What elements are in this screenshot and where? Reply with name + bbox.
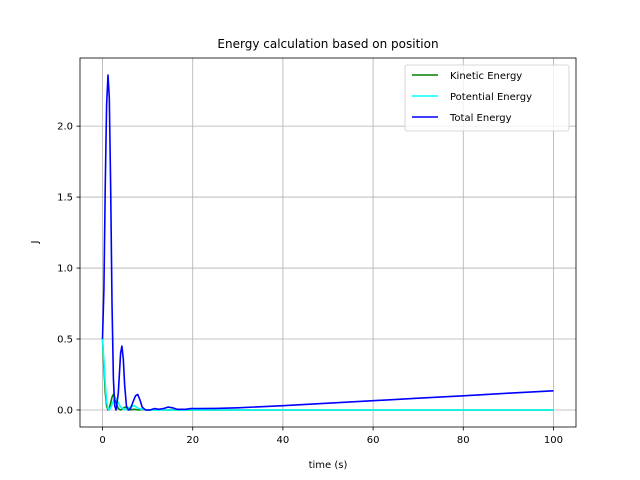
- y-tick-label: 0.0: [57, 405, 73, 416]
- x-tick-label: 20: [186, 435, 199, 446]
- y-axis-label: J: [30, 241, 41, 245]
- legend-label-potential-energy: Potential Energy: [450, 92, 532, 103]
- y-tick-label: 1.0: [57, 264, 73, 275]
- potential-energy-line: [101, 338, 554, 411]
- x-axis-label: time (s): [309, 460, 348, 471]
- total-energy-line: [101, 74, 554, 411]
- y-tick-label: 2.0: [57, 122, 73, 133]
- axis-ticks: 0 20 40 60 80 100 0.0 0.5 1.0 1.5 2.0: [57, 122, 563, 446]
- x-tick-label: 60: [367, 435, 380, 446]
- legend-label-kinetic-energy: Kinetic Energy: [450, 71, 522, 82]
- series-lines: [101, 74, 554, 411]
- legend-box: [404, 64, 570, 132]
- chart-title: Energy calculation based on position: [217, 37, 438, 51]
- y-tick-label: 0.5: [57, 335, 73, 346]
- plot-frame: [79, 57, 577, 428]
- x-tick-label: 80: [457, 435, 470, 446]
- x-tick-label: 40: [277, 435, 290, 446]
- y-tick-label: 1.5: [57, 193, 73, 204]
- legend: Kinetic Energy Potential Energy Total Ener…: [404, 64, 570, 132]
- x-tick-label: 0: [99, 435, 105, 446]
- x-tick-label: 100: [544, 435, 563, 446]
- legend-label-total-energy: Total Energy: [449, 113, 512, 124]
